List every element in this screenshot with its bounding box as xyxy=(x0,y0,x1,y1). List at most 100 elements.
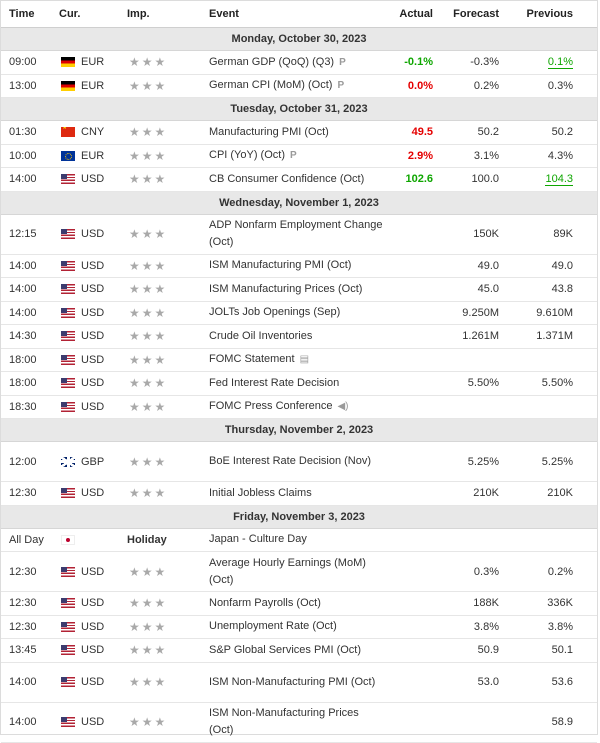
currency-cell: USD xyxy=(59,228,127,240)
previous-value: 53.6 xyxy=(551,676,573,688)
event-name-cell[interactable]: German GDP (QoQ) (Q3) P xyxy=(209,54,385,71)
event-name-cell[interactable]: Unemployment Rate (Oct) xyxy=(209,618,385,635)
event-name[interactable]: ISM Manufacturing PMI (Oct) xyxy=(209,259,352,272)
currency-cell: USD xyxy=(59,173,127,185)
header-time[interactable]: Time xyxy=(9,8,35,20)
star-icon: ★ xyxy=(154,675,166,689)
event-name[interactable]: ISM Non-Manufacturing Prices (Oct) xyxy=(209,707,359,736)
event-name-cell[interactable]: Manufacturing PMI (Oct) xyxy=(209,124,385,141)
currency-cell: USD xyxy=(59,377,127,389)
document-icon[interactable]: ▤ xyxy=(299,354,310,366)
event-name[interactable]: FOMC Press Conference xyxy=(209,400,333,413)
forecast-value: 45.0 xyxy=(477,283,499,296)
header-previous[interactable]: Previous xyxy=(526,8,573,20)
event-name-cell[interactable]: BoE Interest Rate Decision (Nov) xyxy=(209,453,385,470)
event-name-cell[interactable]: Nonfarm Payrolls (Oct) xyxy=(209,595,385,612)
us-flag-icon xyxy=(61,677,75,687)
table-row[interactable]: 12:15 USD ★ ★ ★ ADP Nonfarm Employment Change… xyxy=(1,215,597,255)
event-name[interactable]: ADP Nonfarm Employment Change (Oct) xyxy=(209,219,383,248)
table-row[interactable]: 14:00 USD ★ ★ ★ CB Consumer Confidence (Oct) 1… xyxy=(1,168,597,192)
event-name[interactable]: S&P Global Services PMI (Oct) xyxy=(209,643,362,656)
us-flag-icon xyxy=(61,260,75,271)
table-row[interactable]: 18:00 USD ★ ★ ★ Fed Interest Rate Decision 5.5… xyxy=(1,372,597,396)
event-time: 14:00 xyxy=(9,306,37,319)
header-importance[interactable]: Imp. xyxy=(127,8,150,20)
event-name[interactable]: JOLTs Job Openings (Sep) xyxy=(209,306,341,319)
star-icon: ★ xyxy=(141,352,153,367)
table-row[interactable]: 10:00 EUR ★ ★ ★ CPI (YoY) (Oct) P 2.9% 3.1% 4.3% xyxy=(1,145,597,168)
table-row[interactable]: 14:00 USD ★ ★ ★ JOLTs Job Openings (Sep) 9.250… xyxy=(1,302,597,325)
table-row[interactable]: 14:00 USD ★ ★ ★ ISM Manufacturing PMI (Oct) 49… xyxy=(1,255,597,278)
star-icon: ★ xyxy=(141,78,153,93)
event-name[interactable]: FOMC Statement xyxy=(209,353,295,366)
table-row[interactable]: 14:30 USD ★ ★ ★ Crude Oil Inventories 1.261M 1.… xyxy=(1,325,597,349)
event-name-cell[interactable]: German CPI (MoM) (Oct) P xyxy=(209,77,385,94)
header-actual[interactable]: Actual xyxy=(399,8,433,20)
table-row[interactable]: 12:00 GBP ★ ★ ★ BoE Interest Rate Decision (N… xyxy=(1,442,597,482)
event-name[interactable]: Average Hourly Earnings (MoM) (Oct) xyxy=(209,556,366,586)
table-row[interactable]: 13:45 USD ★ ★ ★ S&P Global Services PMI (Oct)… xyxy=(1,639,597,663)
table-row[interactable]: 18:00 USD ★ ★ ★ FOMC Statement ▤ xyxy=(1,349,597,372)
preliminary-icon[interactable]: P xyxy=(337,80,345,92)
table-row[interactable]: 14:00 USD ★ ★ ★ ISM Non-Manufacturing PMI (Oc… xyxy=(1,663,597,703)
preliminary-icon[interactable]: P xyxy=(339,56,346,68)
event-name-cell[interactable]: Crude Oil Inventories xyxy=(209,328,385,345)
event-name-cell[interactable]: S&P Global Services PMI (Oct) xyxy=(209,642,385,659)
event-name[interactable]: Nonfarm Payrolls (Oct) xyxy=(209,596,321,609)
header-forecast[interactable]: Forecast xyxy=(453,8,499,20)
event-name[interactable]: Japan - Culture Day xyxy=(209,533,307,546)
event-name-cell[interactable]: Fed Interest Rate Decision xyxy=(209,375,385,392)
table-row[interactable]: 12:30 USD ★ ★ ★ Initial Jobless Claims 210K 210… xyxy=(1,482,597,506)
table-row[interactable]: 12:30 USD ★ ★ ★ Average Hourly Earnings (MoM)… xyxy=(1,552,597,592)
table-row[interactable]: 13:00 EUR ★ ★ ★ German CPI (MoM) (Oct) P 0.0% 0.… xyxy=(1,75,597,98)
event-name-cell[interactable]: ISM Manufacturing Prices (Oct) xyxy=(209,281,385,298)
event-name[interactable]: CB Consumer Confidence (Oct) xyxy=(209,172,365,185)
event-name-cell[interactable]: CPI (YoY) (Oct) P xyxy=(209,147,385,164)
table-row[interactable]: 14:00 USD ★ ★ ★ ISM Non-Manufacturing Prices … xyxy=(1,703,597,743)
table-row[interactable]: 18:30 USD ★ ★ ★ FOMC Press Conference ◀) xyxy=(1,396,597,419)
event-name-cell[interactable]: ISM Manufacturing PMI (Oct) xyxy=(209,257,385,274)
currency-code: CNY xyxy=(81,126,105,139)
event-name[interactable]: Fed Interest Rate Decision xyxy=(209,376,340,389)
preliminary-icon[interactable]: P xyxy=(290,150,297,162)
event-name-cell[interactable]: Initial Jobless Claims xyxy=(209,485,385,502)
event-name[interactable]: Initial Jobless Claims xyxy=(209,486,312,499)
currency-cell: EUR xyxy=(59,150,127,162)
event-name[interactable]: Unemployment Rate (Oct) xyxy=(209,620,337,633)
event-name-cell[interactable]: Average Hourly Earnings (MoM) (Oct) xyxy=(209,555,385,589)
event-name[interactable]: Crude Oil Inventories xyxy=(209,329,313,342)
event-name[interactable]: German CPI (MoM) (Oct) xyxy=(209,79,333,92)
event-name-cell[interactable]: JOLTs Job Openings (Sep) xyxy=(209,304,385,321)
table-row[interactable]: 12:30 USD ★ ★ ★ Unemployment Rate (Oct) 3.8% 3.… xyxy=(1,616,597,639)
table-row[interactable]: 09:00 EUR ★ ★ ★ German GDP (QoQ) (Q3) P -0.1% -0… xyxy=(1,51,597,75)
table-row[interactable]: 14:00 USD ★ ★ ★ ISM Manufacturing Prices (Oct… xyxy=(1,278,597,302)
table-row[interactable]: 12:30 USD ★ ★ ★ Nonfarm Payrolls (Oct) 188K 336… xyxy=(1,592,597,616)
event-name[interactable]: German GDP (QoQ) (Q3) xyxy=(209,55,335,68)
star-icon: ★ xyxy=(141,148,153,163)
table-row[interactable]: 01:30CNY★★★Manufacturing PMI (Oct)49.550… xyxy=(1,121,597,145)
event-name-cell[interactable]: FOMC Statement ▤ xyxy=(209,351,385,368)
event-name[interactable]: ISM Manufacturing Prices (Oct) xyxy=(209,282,363,295)
previous-value-cell: 104.3 xyxy=(499,173,573,187)
event-name-cell[interactable]: ISM Non-Manufacturing PMI (Oct) xyxy=(209,674,385,691)
header-event[interactable]: Event xyxy=(209,7,239,20)
event-name[interactable]: BoE Interest Rate Decision (Nov) xyxy=(209,455,372,467)
table-row[interactable]: All Day Holiday Japan - Culture Day xyxy=(1,529,597,552)
previous-value: 210K xyxy=(547,487,573,500)
star-icon: ★ xyxy=(129,376,140,391)
speaker-icon[interactable]: ◀) xyxy=(337,401,349,413)
event-name[interactable]: ISM Non-Manufacturing PMI (Oct) xyxy=(209,675,376,688)
event-name[interactable]: Manufacturing PMI (Oct) xyxy=(209,125,329,138)
event-name-cell[interactable]: Japan - Culture Day xyxy=(209,531,385,548)
event-name-cell[interactable]: FOMC Press Conference ◀) xyxy=(209,398,385,415)
event-name-cell[interactable]: CB Consumer Confidence (Oct) xyxy=(209,171,385,188)
currency-cell: USD xyxy=(59,354,127,366)
header-currency[interactable]: Cur. xyxy=(59,8,81,20)
event-name[interactable]: CPI (YoY) (Oct) xyxy=(209,149,285,162)
event-name-cell[interactable]: ISM Non-Manufacturing Prices (Oct) xyxy=(209,705,385,739)
star-icon: ★ xyxy=(154,643,166,658)
previous-value: 58.9 xyxy=(551,716,573,728)
importance-cell: Holiday xyxy=(127,534,209,546)
event-name-cell[interactable]: ADP Nonfarm Employment Change (Oct) xyxy=(209,217,385,251)
